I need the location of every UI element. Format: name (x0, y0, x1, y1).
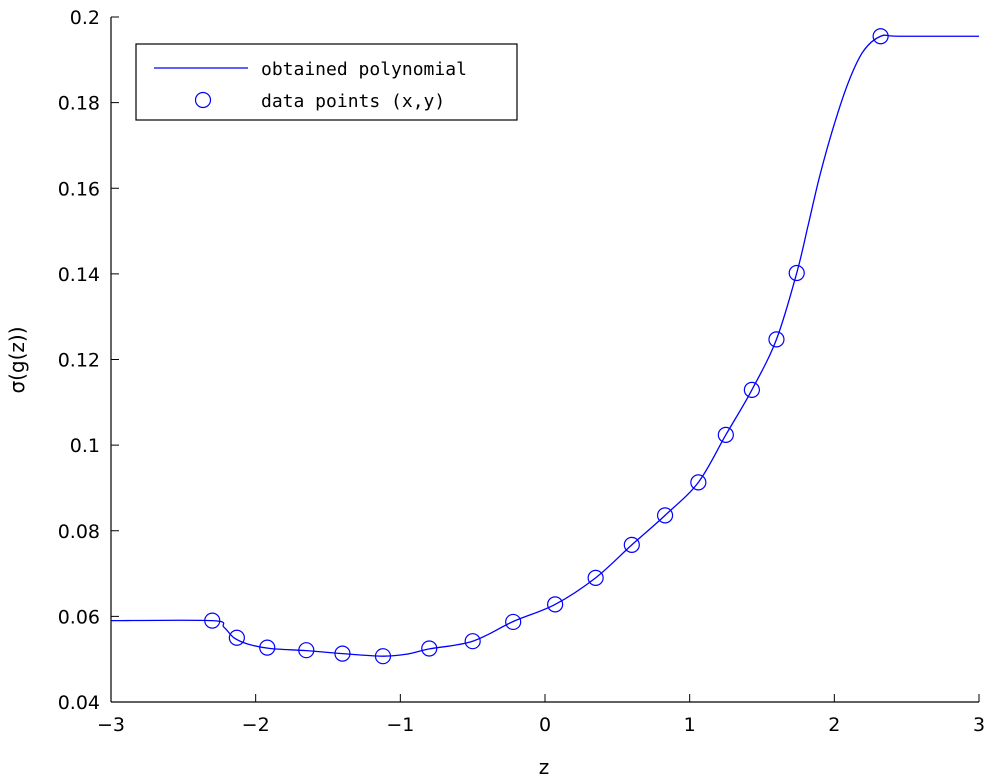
x-tick-label: 1 (684, 714, 696, 736)
x-tick-label: −3 (97, 714, 125, 736)
legend: obtained polynomial data points (x,y) (136, 44, 517, 120)
y-tick-label: 0.2 (70, 7, 100, 29)
y-tick-label: 0.04 (58, 692, 100, 714)
y-tick-label: 0.08 (58, 521, 100, 543)
y-tick-label: 0.1 (70, 435, 100, 457)
x-axis-label: z (539, 755, 550, 779)
x-tick-label: 3 (973, 714, 985, 736)
x-tick-label: 2 (828, 714, 840, 736)
y-tick-label: 0.16 (58, 178, 100, 200)
y-tick-label: 0.12 (58, 350, 100, 372)
plot-area (111, 29, 979, 664)
x-tick-label: 0 (539, 714, 551, 736)
y-axis-label: σ(g(z)) (5, 326, 29, 393)
x-tick-label: −2 (242, 714, 270, 736)
y-tick-label: 0.06 (58, 606, 100, 628)
y-tick-label: 0.14 (58, 264, 100, 286)
data-point-marker (229, 630, 244, 645)
polynomial-line (111, 35, 979, 656)
legend-label-data-points: data points (x,y) (261, 91, 445, 112)
x-tick-label: −1 (386, 714, 414, 736)
y-tick-label: 0.18 (58, 93, 100, 115)
legend-label-polynomial: obtained polynomial (261, 59, 467, 80)
